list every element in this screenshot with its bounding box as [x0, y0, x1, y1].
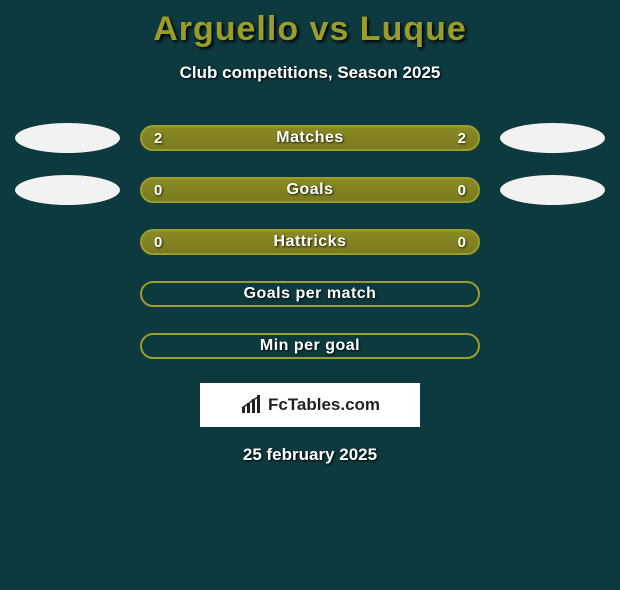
source-logo: FcTables.com: [200, 383, 420, 427]
stat-left-value: 2: [154, 130, 162, 147]
right-team-oval: [500, 175, 605, 205]
stat-label: Min per goal: [260, 337, 360, 355]
comparison-subtitle: Club competitions, Season 2025: [0, 63, 620, 83]
left-team-oval: [15, 175, 120, 205]
stat-bar-min-per-goal: Min per goal: [140, 333, 480, 359]
logo-text: FcTables.com: [268, 395, 380, 415]
stats-area: 2 Matches 2 0 Goals 0 0 Hattricks 0 Goal…: [0, 123, 620, 361]
stat-bar-hattricks: 0 Hattricks 0: [140, 229, 480, 255]
stat-row: 0 Hattricks 0: [0, 227, 620, 257]
comparison-title: Arguello vs Luque: [0, 10, 620, 49]
stat-row: Goals per match: [0, 279, 620, 309]
right-team-oval: [500, 123, 605, 153]
stat-bar-matches: 2 Matches 2: [140, 125, 480, 151]
stat-bar-goals: 0 Goals 0: [140, 177, 480, 203]
stat-label: Matches: [276, 129, 344, 147]
stat-row: 2 Matches 2: [0, 123, 620, 153]
stat-left-value: 0: [154, 234, 162, 251]
stat-left-value: 0: [154, 182, 162, 199]
stat-right-value: 0: [458, 234, 466, 251]
stat-right-value: 0: [458, 182, 466, 199]
snapshot-date: 25 february 2025: [0, 445, 620, 465]
stat-right-value: 2: [458, 130, 466, 147]
stat-label: Hattricks: [274, 233, 347, 251]
stat-label: Goals: [287, 181, 334, 199]
bar-chart-icon: [240, 395, 262, 415]
stat-row: 0 Goals 0: [0, 175, 620, 205]
left-team-oval: [15, 123, 120, 153]
stat-label: Goals per match: [244, 285, 377, 303]
stat-bar-goals-per-match: Goals per match: [140, 281, 480, 307]
stat-row: Min per goal: [0, 331, 620, 361]
